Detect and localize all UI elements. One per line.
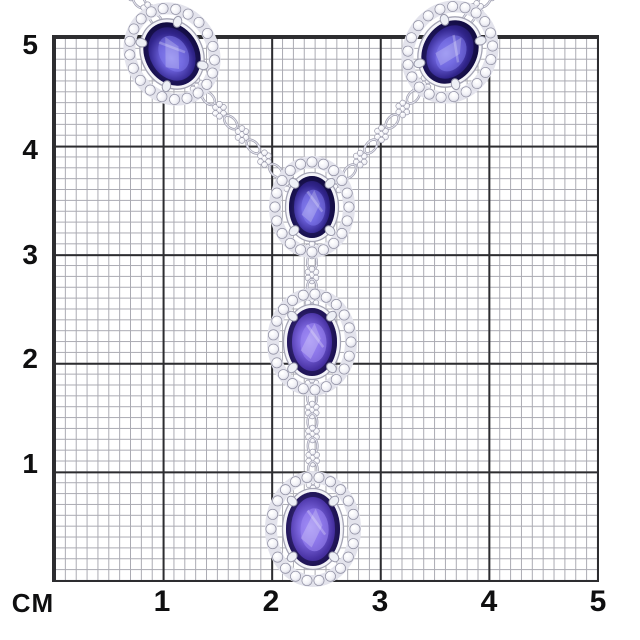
halo-stone-top-right	[401, 0, 499, 104]
y-axis-label: 5	[22, 29, 38, 60]
y-axis-label: 1	[22, 448, 38, 480]
unit-label: CM	[11, 588, 55, 618]
y-axis-label: 3	[22, 238, 38, 270]
halo-stone-top-left	[123, 2, 221, 106]
necklace-chains	[128, 0, 495, 492]
y-axis-label: 2	[22, 343, 38, 375]
necklace-stones	[123, 0, 499, 587]
halo-stone-middle-drop	[267, 288, 357, 396]
x-axis-label: 4	[480, 585, 498, 618]
halo-stone-bottom-drop	[265, 471, 361, 587]
x-axis-label: 2	[262, 585, 280, 618]
y-axis-label: 4	[22, 133, 38, 165]
halo-stone-center	[269, 156, 355, 258]
right-diagonal-chain	[331, 74, 432, 194]
x-axis-label: 3	[371, 585, 389, 618]
x-axis-label: 1	[153, 585, 171, 618]
x-axis-label: 5	[589, 585, 607, 618]
